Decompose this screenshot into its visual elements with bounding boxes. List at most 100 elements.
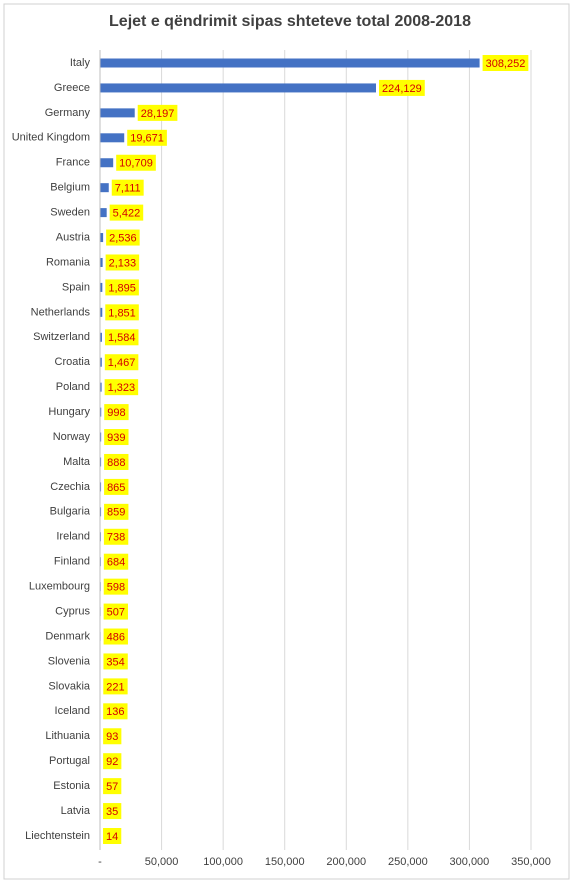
y-tick-label: Romania: [46, 256, 91, 268]
y-tick-label: Greece: [54, 82, 90, 94]
value-label-background: [103, 578, 129, 595]
bar: [100, 58, 480, 68]
y-tick-label: United Kingdom: [12, 132, 90, 144]
value-label-background: [103, 628, 128, 645]
bar: [100, 307, 103, 317]
value-label-background: [103, 528, 129, 545]
value-label: 1,584: [108, 332, 136, 344]
x-tick-label: 250,000: [388, 856, 428, 868]
value-label-background: [103, 828, 122, 844]
value-label: 136: [106, 706, 124, 718]
bar: [100, 83, 376, 93]
value-label: 865: [107, 482, 125, 494]
bar: [100, 108, 135, 118]
value-label: 486: [107, 631, 125, 643]
value-label: 10,709: [119, 158, 153, 170]
y-tick-label: Czechia: [50, 481, 91, 493]
value-label-background: [103, 778, 122, 795]
y-tick-label: Italy: [70, 57, 91, 69]
value-label-background: [105, 254, 140, 271]
value-label-background: [104, 404, 129, 421]
value-label-background: [104, 503, 129, 520]
y-tick-label: Croatia: [55, 356, 91, 368]
bar: [100, 257, 103, 267]
value-label: 507: [107, 606, 125, 618]
y-tick-label: Finland: [54, 556, 90, 568]
bar: [100, 282, 103, 292]
value-label-background: [482, 55, 529, 71]
value-label-background: [103, 703, 128, 720]
y-tick-label: Poland: [56, 381, 90, 393]
value-label: 93: [106, 731, 118, 743]
y-tick-label: Belgium: [50, 182, 90, 194]
value-label-background: [105, 279, 139, 296]
x-tick-label: 100,000: [203, 856, 243, 868]
y-tick-label: Lithuania: [45, 730, 91, 742]
x-tick-label: 200,000: [326, 856, 366, 868]
bar: [100, 407, 102, 417]
bar: [100, 183, 109, 193]
value-label-background: [109, 204, 144, 221]
value-label: 738: [107, 532, 125, 544]
y-tick-label: Liechtenstein: [25, 830, 90, 842]
value-label-background: [104, 429, 129, 446]
y-tick-label: Switzerland: [33, 331, 90, 343]
value-label: 14: [106, 831, 118, 843]
value-label: 2,133: [109, 257, 137, 269]
value-label: 19,671: [130, 133, 164, 145]
value-label: 1,895: [108, 282, 136, 294]
chart-border: [3, 3, 570, 880]
value-label-background: [104, 478, 129, 495]
bar: [100, 208, 107, 218]
y-tick-label: Malta: [63, 456, 91, 468]
value-label: 888: [107, 457, 125, 469]
bar: [100, 482, 102, 492]
value-label-background: [103, 653, 128, 670]
x-tick-label: 350,000: [511, 856, 551, 868]
value-label: 1,323: [108, 382, 136, 394]
value-label: 2,536: [109, 232, 137, 244]
value-label: 998: [107, 407, 125, 419]
value-label-background: [103, 728, 122, 745]
bar: [100, 158, 114, 168]
value-label: 684: [107, 557, 125, 569]
value-label-background: [103, 803, 122, 820]
value-label: 35: [106, 806, 118, 818]
value-label: 7,111: [115, 183, 141, 195]
x-tick-label: 150,000: [265, 856, 305, 868]
value-label-background: [103, 678, 128, 695]
value-label-background: [103, 753, 122, 770]
value-label: 92: [106, 756, 118, 768]
y-tick-label: Bulgaria: [50, 506, 91, 518]
value-label-background: [127, 129, 167, 146]
bar: [100, 332, 102, 342]
bar: [100, 357, 102, 367]
value-label: 354: [106, 656, 124, 668]
value-label-background: [378, 79, 425, 96]
y-tick-label: Sweden: [50, 207, 90, 219]
bar: [100, 432, 102, 442]
y-tick-label: Estonia: [53, 780, 91, 792]
value-label-background: [104, 453, 129, 470]
y-tick-label: Luxembourg: [29, 581, 90, 593]
value-label-background: [104, 354, 139, 371]
value-label-background: [111, 179, 144, 196]
value-label-background: [116, 154, 156, 171]
bar: [100, 233, 104, 243]
y-tick-label: Spain: [62, 281, 90, 293]
bar: [100, 457, 102, 467]
value-label: 221: [106, 681, 124, 693]
y-tick-label: Norway: [53, 431, 91, 443]
y-tick-label: Slovenia: [48, 655, 91, 667]
value-label: 598: [107, 582, 125, 594]
value-label: 57: [106, 781, 118, 793]
value-label: 224,129: [382, 83, 422, 95]
x-tick-label: 300,000: [450, 856, 490, 868]
value-label: 1,467: [108, 357, 136, 369]
y-tick-label: Ireland: [56, 531, 90, 543]
y-tick-label: Netherlands: [31, 306, 91, 318]
y-tick-label: France: [56, 157, 90, 169]
bar: [100, 382, 102, 392]
bar: [100, 133, 125, 143]
